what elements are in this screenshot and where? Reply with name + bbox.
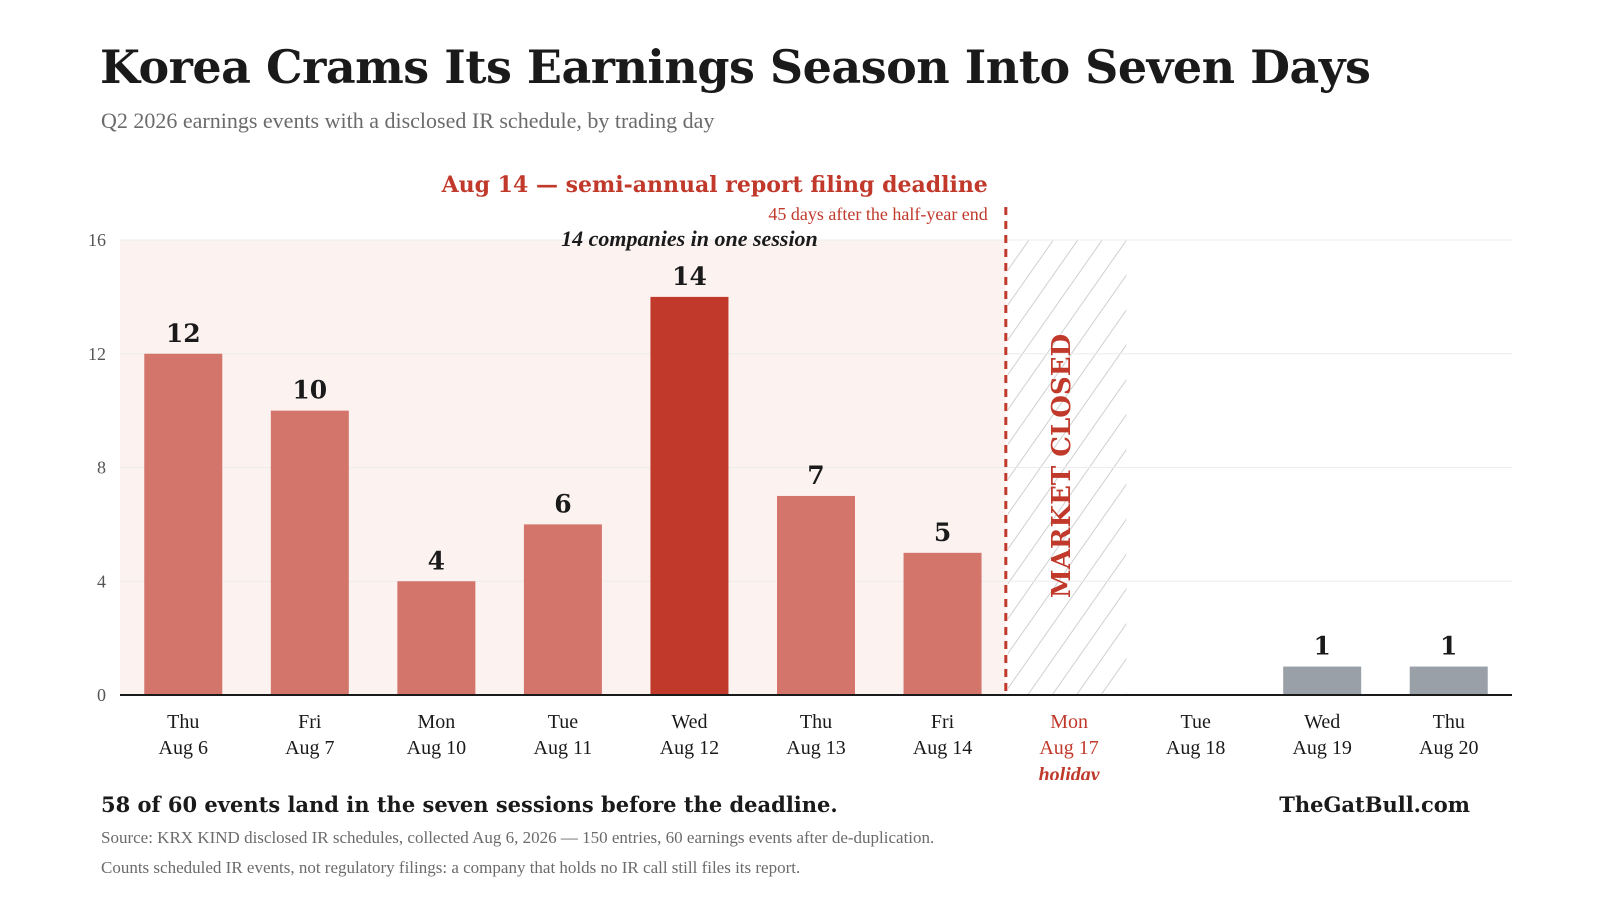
bar-aug-14 — [903, 552, 982, 695]
source-note: Source: KRX KIND disclosed IR schedules,… — [101, 828, 935, 847]
bar-aug-20 — [1409, 666, 1488, 695]
x-tick-day: Mon — [417, 711, 455, 733]
brand-credit: TheGatBull.com — [1279, 792, 1470, 817]
peak-annotation: 14 companies in one session — [561, 226, 818, 251]
x-tick-day: Wed — [671, 711, 707, 733]
bar-aug-7 — [270, 410, 349, 695]
y-tick-label: 16 — [88, 230, 106, 250]
x-tick-day: Fri — [298, 711, 322, 733]
x-tick-date: Aug 18 — [1166, 737, 1225, 759]
y-tick-label: 0 — [97, 685, 106, 705]
value-label: 12 — [166, 319, 201, 348]
method-note: Counts scheduled IR events, not regulato… — [101, 858, 801, 877]
market-closed-label: MARKET CLOSED — [1047, 334, 1077, 598]
x-tick-date: Aug 19 — [1292, 737, 1351, 759]
y-tick-label: 8 — [97, 458, 106, 478]
x-tick-date: Aug 17 — [1039, 737, 1098, 759]
bar-chart: 0 4 8 12 16 12 10 4 6 14 7 5 1 1 Thu Aug 6 Fri Aug 7 Mon Au… — [88, 172, 1512, 780]
x-tick-date: Aug 12 — [660, 737, 719, 759]
x-tick-holiday-note: holiday — [1039, 764, 1100, 780]
x-tick-date: Aug 14 — [913, 737, 972, 759]
bar-aug-11 — [523, 524, 602, 695]
value-label: 14 — [672, 262, 707, 291]
x-tick-day: Thu — [167, 711, 199, 733]
x-tick-day: Thu — [1433, 711, 1465, 733]
y-tick-label: 4 — [97, 571, 106, 591]
bar-aug-19 — [1283, 666, 1362, 695]
x-tick-day: Mon — [1050, 711, 1088, 733]
value-label: 1 — [1440, 632, 1457, 661]
chart-title: Korea Crams Its Earnings Season Into Sev… — [100, 40, 1371, 94]
chart-subtitle: Q2 2026 earnings events with a disclosed… — [101, 108, 715, 133]
x-tick-date: Aug 13 — [786, 737, 845, 759]
x-tick-date: Aug 20 — [1419, 737, 1478, 759]
x-tick-day: Fri — [931, 711, 955, 733]
x-tick-day: Wed — [1304, 711, 1340, 733]
bar-aug-12 — [650, 296, 729, 695]
value-label: 1 — [1313, 632, 1330, 661]
bar-aug-13 — [777, 495, 855, 695]
x-tick-date: Aug 6 — [159, 737, 208, 759]
x-tick-date: Aug 10 — [407, 737, 466, 759]
x-tick-date: Aug 11 — [534, 737, 593, 759]
x-tick-day: Thu — [800, 711, 832, 733]
x-tick-date: Aug 7 — [285, 737, 334, 759]
value-label: 7 — [807, 461, 824, 490]
value-label: 6 — [554, 489, 571, 518]
takeaway-text: 58 of 60 events land in the seven sessio… — [101, 792, 838, 817]
deadline-annotation-title: Aug 14 — semi-annual report filing deadl… — [441, 172, 988, 198]
x-tick-day: Tue — [1180, 711, 1211, 733]
value-label: 5 — [934, 518, 951, 547]
y-tick-label: 12 — [88, 344, 106, 364]
value-label: 10 — [292, 376, 327, 405]
bar-aug-6 — [144, 353, 223, 695]
deadline-annotation-subtitle: 45 days after the half-year end — [768, 204, 987, 224]
x-tick-day: Tue — [548, 711, 579, 733]
bar-aug-10 — [397, 581, 476, 695]
value-label: 4 — [428, 546, 445, 575]
